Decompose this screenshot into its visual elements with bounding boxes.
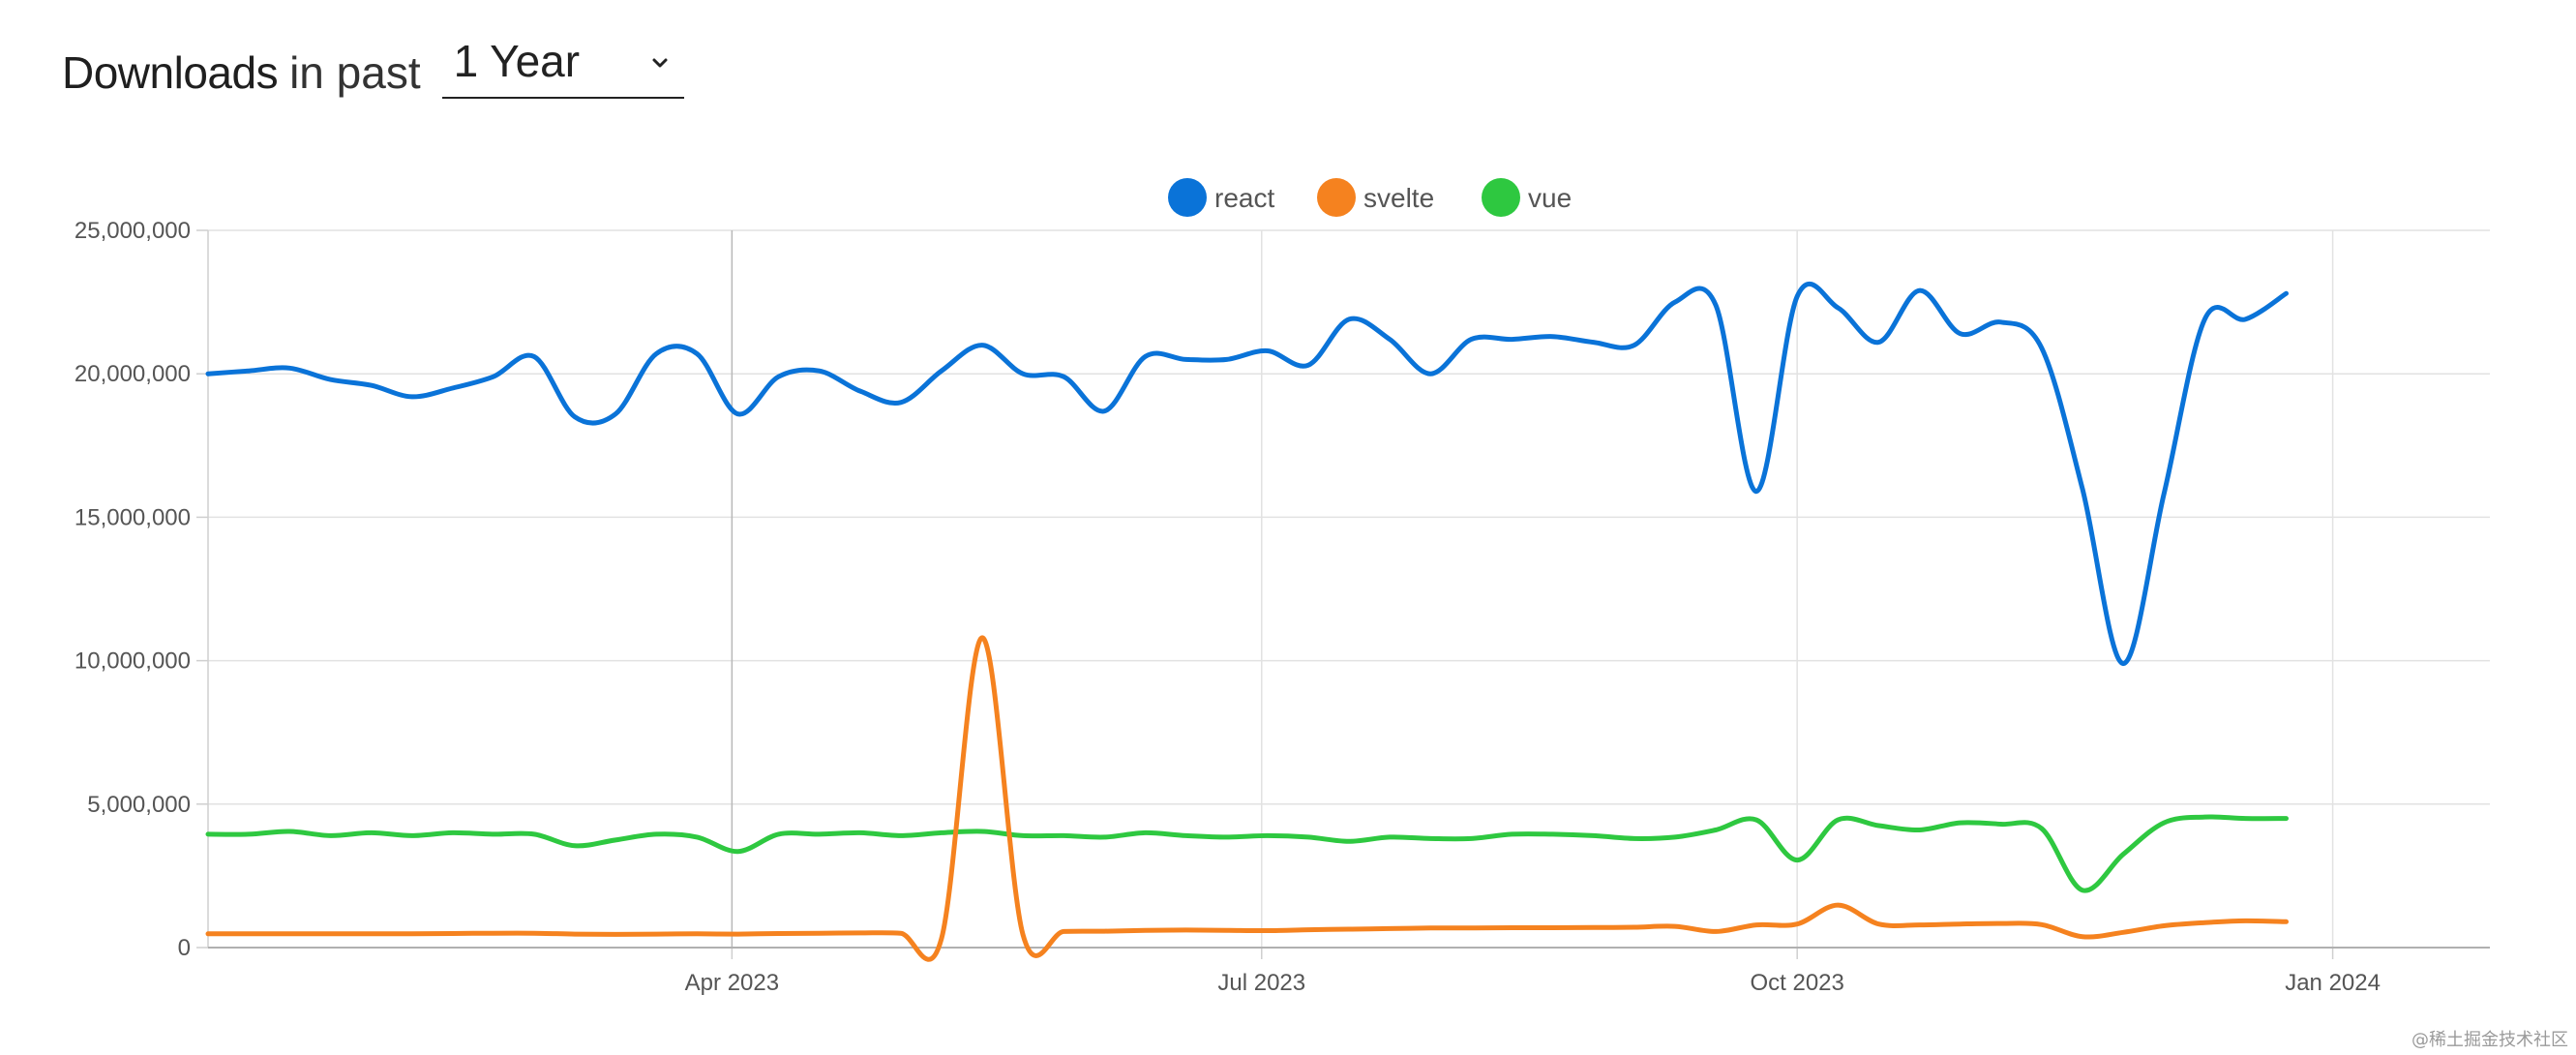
chart-legend: react svelte vue xyxy=(1168,178,1572,217)
series-line-svelte xyxy=(205,635,2289,962)
legend-label-vue: vue xyxy=(1528,183,1572,213)
y-tick-label: 25,000,000 xyxy=(75,218,191,244)
legend-swatch-svelte xyxy=(1317,178,1356,217)
legend-item-react[interactable]: react xyxy=(1168,178,1274,217)
x-tick-label: Oct 2023 xyxy=(1750,970,1843,996)
x-tick-label: Jul 2023 xyxy=(1217,970,1305,996)
chevron-down-icon xyxy=(652,58,668,68)
legend-label-react: react xyxy=(1214,183,1274,213)
y-tick-label: 5,000,000 xyxy=(87,792,191,818)
legend-item-vue[interactable]: vue xyxy=(1482,178,1572,217)
time-range-select[interactable]: 1 Year xyxy=(441,29,684,99)
legend-swatch-react xyxy=(1168,178,1207,217)
series-line-vue xyxy=(205,814,2289,893)
series-layer xyxy=(205,281,2289,962)
series-line-react xyxy=(205,281,2289,667)
header-title: Downloads xyxy=(62,47,279,98)
y-tick-label: 20,000,000 xyxy=(75,361,191,387)
axes-layer: 0 5,000,000 10,000,000 15,000,000 20,000,000… xyxy=(75,218,2490,996)
downloads-header: Downloads in past 1 Year xyxy=(62,29,684,99)
time-range-value: 1 Year xyxy=(453,36,581,86)
legend-item-svelte[interactable]: svelte xyxy=(1317,178,1434,217)
x-tick-label: Jan 2024 xyxy=(2285,970,2381,996)
y-tick-label: 15,000,000 xyxy=(75,504,191,530)
legend-label-svelte: svelte xyxy=(1363,183,1434,213)
y-tick-label: 10,000,000 xyxy=(75,648,191,675)
watermark: @稀土掘金技术社区 xyxy=(2411,1030,2568,1050)
y-tick-label: 0 xyxy=(178,935,191,961)
x-tick-label: Apr 2023 xyxy=(685,970,779,996)
header-subtitle: in past xyxy=(289,47,421,98)
legend-swatch-vue xyxy=(1482,178,1520,217)
